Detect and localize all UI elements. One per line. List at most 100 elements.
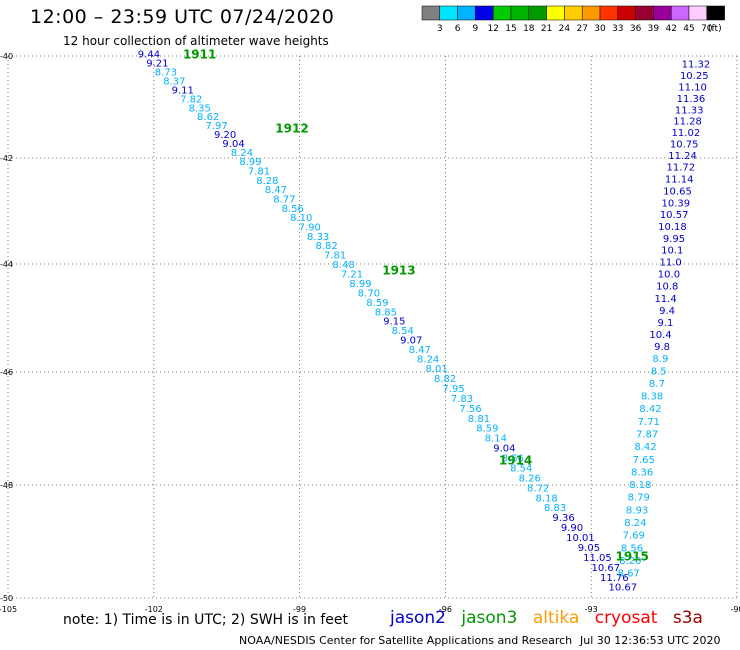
swh-value: 8.62 (197, 112, 219, 123)
x-tick-label: -90 (730, 605, 740, 614)
swh-value: 10.25 (680, 71, 709, 82)
swh-value: 11.10 (678, 82, 707, 93)
swh-value: 11.05 (583, 553, 612, 564)
swh-value: 8.42 (639, 404, 661, 415)
scale-label: 6 (455, 24, 461, 34)
x-tick-label: -102 (145, 605, 163, 614)
swh-value: 7.97 (206, 121, 228, 132)
y-tick-label: -44 (0, 260, 13, 269)
swh-value: 7.95 (442, 384, 464, 395)
swh-value: 9.8 (654, 342, 670, 353)
y-tick-label: -48 (0, 481, 13, 490)
swh-value: 11.4 (654, 294, 676, 305)
swh-value: 9.20 (214, 130, 236, 141)
swh-value: 8.56 (282, 204, 304, 215)
scale-unit: (ft) (708, 24, 722, 34)
swh-value: 10.67 (592, 563, 621, 574)
swh-value: 8.99 (349, 279, 371, 290)
swh-value: 10.1 (661, 246, 683, 257)
swh-value: 8.85 (375, 307, 397, 318)
swh-value: 8.54 (510, 463, 532, 474)
swh-value: 10.67 (608, 583, 637, 594)
scale-label: 30 (594, 24, 606, 34)
footer-timestamp: Jul 30 12:36:53 UTC 2020 (580, 634, 721, 647)
chart-subtitle: 12 hour collection of altimeter wave hei… (63, 34, 329, 48)
scale-label: 70 (701, 24, 713, 34)
pass-label: 1913 (382, 263, 415, 277)
swh-value: 8.82 (434, 374, 456, 385)
swh-value: 8.24 (624, 518, 646, 529)
x-tick-label: -93 (585, 605, 598, 614)
swh-value: 9.04 (222, 139, 244, 150)
swh-value: 8.67 (618, 569, 640, 580)
swh-value: 11.72 (667, 163, 696, 174)
swh-value: 9.11 (172, 85, 194, 96)
swh-value: 9.90 (561, 523, 583, 534)
swh-value: 8.47 (265, 185, 287, 196)
swh-value: 8.9 (652, 354, 668, 365)
swh-value: 10.01 (566, 533, 595, 544)
swh-value: 7.65 (633, 455, 655, 466)
swh-value: 8.5 (651, 366, 667, 377)
swh-value: 8.20 (619, 556, 641, 567)
swh-value: 10.18 (658, 222, 687, 233)
swh-value: 8.79 (628, 493, 650, 504)
swh-value: 7.87 (636, 429, 658, 440)
scale-label: 45 (683, 24, 694, 34)
swh-value: 8.48 (332, 260, 354, 271)
footer-note: note: 1) Time is in UTC; 2) SWH is in fe… (63, 612, 349, 628)
swh-value: 8.38 (641, 392, 663, 403)
swh-value: 9.4 (659, 306, 675, 317)
swh-value: 10.0 (658, 270, 680, 281)
swh-value: 8.47 (409, 345, 431, 356)
swh-value: 7.71 (638, 417, 660, 428)
swh-value: 7.69 (623, 531, 645, 542)
chart-title: 12:00 – 23:59 UTC 07/24/2020 (30, 6, 335, 28)
swh-value: 8.83 (544, 503, 566, 514)
swh-value: 8.28 (256, 176, 278, 187)
swh-value: 10.75 (670, 140, 699, 151)
swh-value: 11.24 (668, 151, 697, 162)
swh-value: 11.0 (659, 258, 681, 269)
legend-s3a: s3a (672, 608, 703, 628)
swh-value: 8.81 (468, 414, 490, 425)
scale-label: 21 (541, 24, 552, 34)
swh-value: 8.54 (392, 326, 414, 337)
swh-value: 9.07 (400, 336, 422, 347)
swh-value: 9.1 (657, 318, 673, 329)
y-tick-label: -50 (0, 594, 13, 603)
legend-jason3: jason3 (461, 608, 518, 628)
swh-value: 8.14 (485, 434, 507, 445)
swh-value: 8.01 (426, 364, 448, 375)
swh-value: 8.7 (649, 379, 665, 390)
color-scale: 3 6 9 12 15 18 21 24 27 30 33 36 39 42 45 70(ft) (421, 5, 725, 34)
swh-value: 10.4 (649, 330, 671, 341)
swh-value: 8.18 (629, 480, 651, 491)
swh-value: 7.21 (341, 269, 363, 280)
swh-value: 7.56 (459, 404, 481, 415)
swh-value: 8.56 (502, 454, 524, 465)
legend-jason2: jason2 (390, 608, 446, 628)
swh-value: 10.39 (661, 198, 690, 209)
swh-value: 8.33 (307, 232, 329, 243)
scale-label: 33 (612, 24, 623, 34)
swh-value: 8.59 (366, 298, 388, 309)
swh-value: 8.10 (290, 213, 312, 224)
scale-label: 42 (665, 24, 676, 34)
swh-value: 7.82 (180, 94, 202, 105)
swh-value: 8.35 (189, 103, 211, 114)
scale-swatch (706, 5, 725, 21)
y-tick-label: -42 (0, 154, 13, 163)
scale-label: 12 (487, 24, 498, 34)
swh-value: 10.8 (656, 282, 678, 293)
swh-value: 7.81 (324, 250, 346, 261)
swh-value: 8.70 (358, 288, 380, 299)
swh-value: 9.36 (552, 513, 574, 524)
pass-label: 1914 (499, 454, 532, 468)
scale-label: 39 (648, 24, 660, 34)
swh-value: 8.24 (231, 148, 253, 159)
swh-value: 8.93 (626, 505, 648, 516)
swh-value: 8.24 (417, 355, 439, 366)
swh-value: 8.36 (631, 467, 653, 478)
